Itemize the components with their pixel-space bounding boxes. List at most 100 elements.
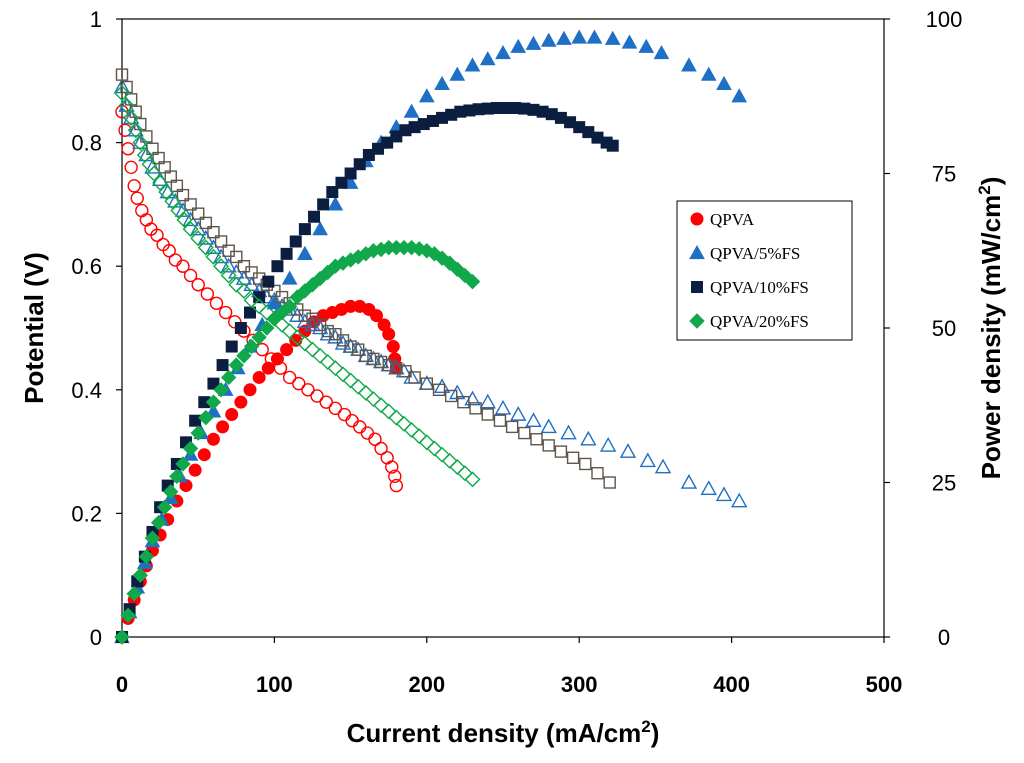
qpva-20-fs-power-point xyxy=(251,329,267,345)
qpva-20-fs-polarization-point xyxy=(146,165,162,182)
qpva-10-fs-power-point xyxy=(390,130,403,143)
qpva-10-fs-polarization-point xyxy=(542,439,555,452)
qpva-5-fs-power-point xyxy=(621,34,638,49)
qpva-20-fs-power-point xyxy=(243,338,260,355)
qpva-20-fs-polarization-point xyxy=(350,378,367,395)
qpva-10-fs-polarization-point xyxy=(469,402,482,415)
qpva-5-fs-power-point xyxy=(571,29,588,44)
qpva-20-fs-power-point xyxy=(205,394,222,410)
qpva-20-fs-polarization-point xyxy=(296,335,313,352)
legend: QPVA QPVA/5%FS QPVA/10%FS QPVA/20%FS xyxy=(676,200,853,341)
qpva-5-fs-power-point xyxy=(586,29,603,44)
x-axis-title-superscript: 2 xyxy=(641,717,650,736)
qpva-polarization-point xyxy=(301,383,315,397)
qpva-20-fs-polarization-point xyxy=(170,202,187,219)
qpva-20-fs-power-point xyxy=(236,348,252,364)
qpva-20-fs-polarization-point xyxy=(380,403,397,420)
qpva-polarization-point xyxy=(319,395,333,409)
x-axis-title: Current density (mA/cm2) xyxy=(347,717,660,748)
qpva-polarization-point xyxy=(176,259,190,273)
qpva-20-fs-polarization-point xyxy=(176,211,193,228)
qpva-20-fs-polarization-point xyxy=(373,397,390,414)
qpva-10-fs-power-point xyxy=(262,275,275,288)
qpva-20-fs-polarization-point xyxy=(251,298,268,315)
qpva-5-fs-power-point xyxy=(540,32,557,47)
qpva-5-fs-polarization-point xyxy=(510,406,527,421)
qpva-20-fs-power-point xyxy=(182,440,199,457)
qpva-10-fs-polarization-point xyxy=(184,198,197,211)
qpva-5-fs-power-point xyxy=(681,57,697,72)
qpva-20-fs-power-point xyxy=(169,468,185,485)
x-tick-label: 100 xyxy=(256,672,293,697)
qpva-20-fs-polarization-point xyxy=(235,282,252,299)
x-tick-label: 0 xyxy=(116,672,128,697)
qpva-10-fs-power-point xyxy=(372,142,385,155)
qpva-20-fs-polarization-point xyxy=(456,465,473,482)
qpva-polarization-point xyxy=(345,414,359,428)
qpva-10-fs-polarization-point xyxy=(321,324,334,338)
qpva-10-fs-power-point xyxy=(326,186,339,199)
qpva-5-fs-power-point xyxy=(403,103,420,118)
qpva-5-fs-polarization-point xyxy=(319,325,336,341)
qpva-5-fs-polarization-point xyxy=(540,418,557,434)
y2-axis-title-text: Power density (mW/cm xyxy=(976,195,1006,480)
y-tick-label: 0.2 xyxy=(71,501,102,526)
series-qpva-10-fs-power xyxy=(116,101,619,643)
qpva-5-fs-polarization-point xyxy=(220,257,237,273)
qpva-20-fs-power-point xyxy=(175,456,191,472)
qpva-power-point xyxy=(270,352,284,366)
qpva-5-fs-power-point xyxy=(731,88,748,103)
qpva-20-fs-polarization-point xyxy=(304,341,321,358)
qpva-5-fs-power-point xyxy=(716,75,732,90)
qpva-10-fs-polarization-point xyxy=(176,188,190,202)
qpva-20-fs-polarization-point xyxy=(395,415,412,432)
qpva-5-fs-polarization-point xyxy=(731,492,748,508)
qpva-power-point xyxy=(370,309,384,323)
y2-axis-ticks: 0 25 50 75 100 xyxy=(884,7,962,650)
y2-tick-label: 100 xyxy=(926,7,963,32)
qpva-polarization-point xyxy=(168,253,183,267)
qpva-10-fs-power-point xyxy=(280,247,293,260)
qpva-10-fs-power-point xyxy=(335,176,348,189)
qpva-polarization-point xyxy=(388,469,402,484)
qpva-20-fs-power-point xyxy=(144,530,161,546)
qpva-10-fs-power-point xyxy=(244,306,257,319)
qpva-5-fs-polarization-point xyxy=(639,452,656,468)
legend-marker-qpva-5-fs xyxy=(689,244,705,260)
x-tick-label: 500 xyxy=(866,672,903,697)
qpva-power-point xyxy=(243,383,257,397)
qpva-20-fs-polarization-point xyxy=(327,360,344,377)
qpva-20-fs-polarization-point xyxy=(289,329,306,346)
qpva-10-fs-polarization-point xyxy=(603,476,616,489)
qpva-5-fs-polarization-point xyxy=(560,424,577,440)
qpva-power-point xyxy=(225,408,239,422)
series-layer xyxy=(113,29,748,645)
qpva-polarization-point xyxy=(218,305,233,320)
legend-marker-qpva xyxy=(690,212,704,226)
qpva-5-fs-power-point xyxy=(297,245,313,260)
qpva-20-fs-polarization-point xyxy=(426,440,443,457)
qpva-5-fs-polarization-point xyxy=(479,393,496,409)
qpva-5-fs-power-point xyxy=(653,44,670,60)
qpva-5-fs-power-point xyxy=(510,38,527,53)
qpva-20-fs-polarization-point xyxy=(434,446,451,463)
qpva-5-fs-power-point xyxy=(434,75,450,90)
x-tick-label: 400 xyxy=(713,672,750,697)
qpva-5-fs-power-point xyxy=(449,66,466,81)
y-axis-title: Potential (V) xyxy=(19,252,49,404)
qpva-20-fs-polarization-point xyxy=(127,122,144,139)
qpva-20-fs-power-point xyxy=(120,607,136,624)
qpva-20-fs-polarization-point xyxy=(243,292,260,309)
qpva-20-fs-polarization-point xyxy=(411,428,428,445)
qpva-5-fs-polarization-point xyxy=(680,474,698,489)
qpva-10-fs-power-point xyxy=(216,359,229,372)
qpva-5-fs-polarization-point xyxy=(654,458,672,474)
qpva-10-fs-polarization-point xyxy=(359,349,373,363)
qpva-20-fs-polarization-point xyxy=(152,174,169,191)
qpva-power-point xyxy=(252,370,266,384)
qpva-20-fs-power-point xyxy=(138,548,155,565)
qpva-10-fs-polarization-point xyxy=(505,420,519,434)
qpva-5-fs-power-point xyxy=(495,44,511,60)
x-tick-label: 200 xyxy=(408,672,445,697)
